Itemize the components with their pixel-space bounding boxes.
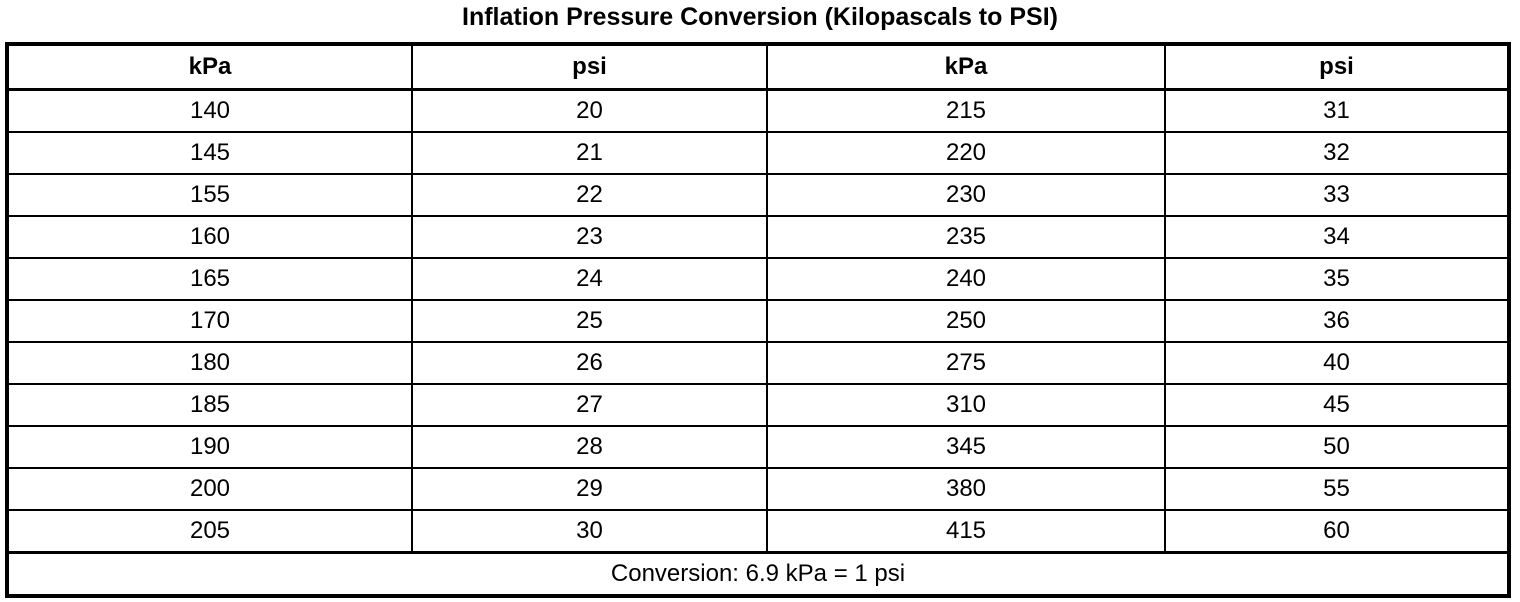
table-row: 170 25 250 36 [6, 298, 1510, 343]
cell-psi: 22 [411, 173, 768, 217]
table-row: 180 26 275 40 [6, 340, 1510, 385]
table-row: 190 28 345 50 [6, 424, 1510, 469]
table-row: 140 20 215 31 [6, 88, 1510, 134]
cell-psi: 33 [1164, 173, 1510, 217]
cell-psi: 60 [1164, 508, 1510, 554]
cell-kpa: 155 [6, 173, 413, 217]
cell-kpa: 310 [766, 382, 1166, 427]
cell-psi: 25 [411, 298, 768, 343]
cell-kpa: 185 [6, 382, 413, 427]
table-row: 145 21 220 32 [6, 131, 1510, 175]
cell-psi: 50 [1164, 424, 1510, 469]
conversion-note: Conversion: 6.9 kPa = 1 psi [6, 551, 1510, 597]
cell-psi: 29 [411, 466, 768, 511]
cell-kpa: 215 [766, 88, 1166, 134]
cell-kpa: 200 [6, 466, 413, 511]
cell-kpa: 140 [6, 88, 413, 134]
cell-kpa: 145 [6, 131, 413, 175]
cell-kpa: 275 [766, 340, 1166, 385]
header-kpa-right: kPa [766, 43, 1166, 91]
table-body: 140 20 215 31 145 21 220 32 155 22 230 33 160 23 235 34… [6, 88, 1510, 554]
table-row: 185 27 310 45 [6, 382, 1510, 427]
cell-kpa: 205 [6, 508, 413, 554]
cell-psi: 40 [1164, 340, 1510, 385]
table-row: 155 22 230 33 [6, 173, 1510, 217]
cell-kpa: 180 [6, 340, 413, 385]
cell-psi: 34 [1164, 214, 1510, 259]
cell-kpa: 170 [6, 298, 413, 343]
table-row: 160 23 235 34 [6, 214, 1510, 259]
header-kpa-left: kPa [6, 43, 413, 91]
header-row: kPa psi kPa psi [6, 43, 1510, 91]
cell-psi: 26 [411, 340, 768, 385]
header-psi-left: psi [411, 43, 768, 91]
cell-kpa: 380 [766, 466, 1166, 511]
cell-psi: 20 [411, 88, 768, 134]
cell-kpa: 160 [6, 214, 413, 259]
cell-kpa: 240 [766, 256, 1166, 301]
cell-psi: 23 [411, 214, 768, 259]
cell-psi: 55 [1164, 466, 1510, 511]
cell-kpa: 250 [766, 298, 1166, 343]
cell-kpa: 230 [766, 173, 1166, 217]
table-row: 205 30 415 60 [6, 508, 1510, 554]
header-psi-right: psi [1164, 43, 1510, 91]
cell-kpa: 165 [6, 256, 413, 301]
conversion-table: kPa psi kPa psi 140 20 215 31 145 21 220 32 155 2… [5, 42, 1511, 598]
cell-psi: 30 [411, 508, 768, 554]
cell-kpa: 235 [766, 214, 1166, 259]
table-row: 165 24 240 35 [6, 256, 1510, 301]
cell-psi: 24 [411, 256, 768, 301]
cell-kpa: 190 [6, 424, 413, 469]
table-row: 200 29 380 55 [6, 466, 1510, 511]
page-title: Inflation Pressure Conversion (Kilopasca… [462, 3, 1058, 31]
cell-kpa: 415 [766, 508, 1166, 554]
cell-psi: 28 [411, 424, 768, 469]
cell-psi: 35 [1164, 256, 1510, 301]
cell-kpa: 220 [766, 131, 1166, 175]
cell-psi: 27 [411, 382, 768, 427]
cell-psi: 21 [411, 131, 768, 175]
cell-psi: 36 [1164, 298, 1510, 343]
cell-kpa: 345 [766, 424, 1166, 469]
cell-psi: 45 [1164, 382, 1510, 427]
cell-psi: 32 [1164, 131, 1510, 175]
cell-psi: 31 [1164, 88, 1510, 134]
footer-row: Conversion: 6.9 kPa = 1 psi [6, 551, 1510, 597]
